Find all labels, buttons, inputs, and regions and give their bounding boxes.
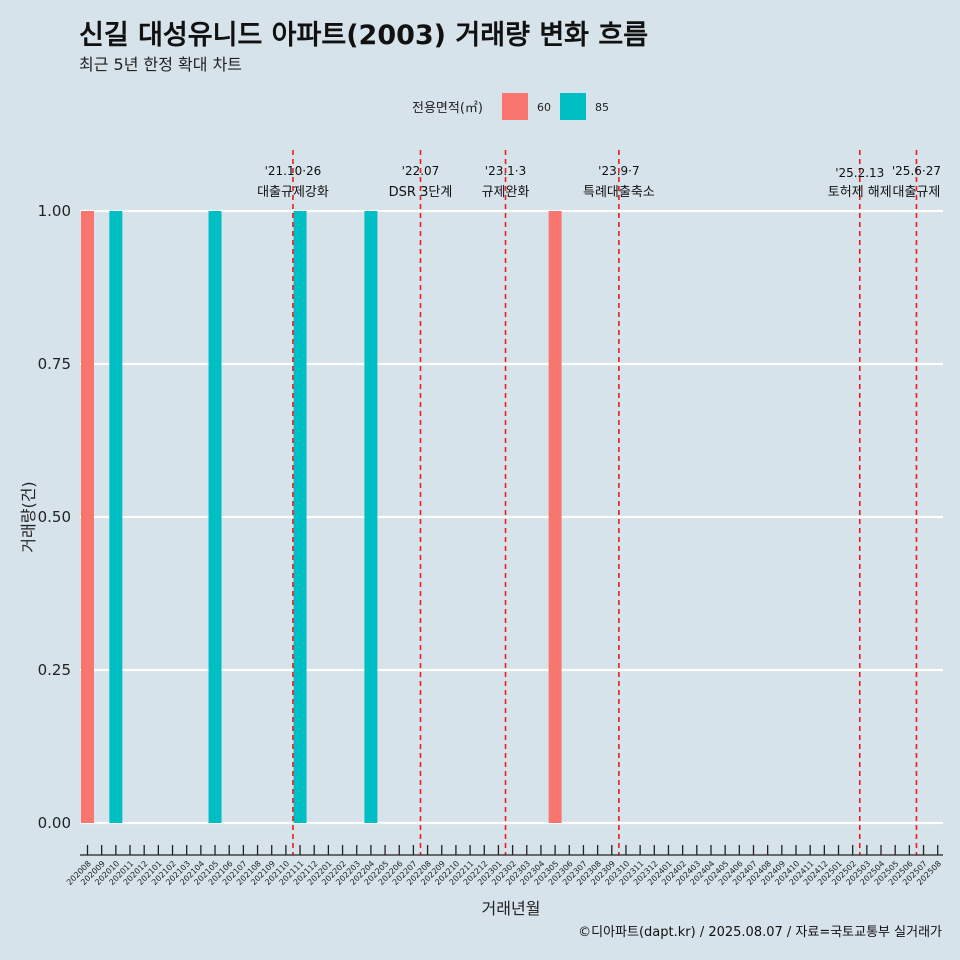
event-date-label: '22.07 xyxy=(402,164,440,178)
event-date-label: '21.10·26 xyxy=(265,164,322,178)
bar-60-202305 xyxy=(548,211,562,823)
x-axis: 2020082020092020102020112020122021012021… xyxy=(65,845,943,887)
event-desc-label: 대출규제강화 xyxy=(257,185,329,200)
chart-title: 신길 대성유니드 아파트(2003) 거래량 변화 흐름 xyxy=(79,20,648,51)
event-desc-label: 특례대출축소 xyxy=(583,185,655,200)
bar-85-202105 xyxy=(208,211,222,823)
event-desc-label: 규제완화 xyxy=(482,185,530,200)
bar-85-202010 xyxy=(109,211,123,823)
y-tick-label: 0.75 xyxy=(38,355,71,373)
event-desc-label: DSR 3단계 xyxy=(389,185,453,200)
bars xyxy=(81,211,562,823)
event-date-label: '23.1·3 xyxy=(485,164,526,178)
legend-swatch-60 xyxy=(502,93,528,120)
event-desc-label: 토허제 해제 xyxy=(828,185,892,200)
y-axis-title: 거래량(건) xyxy=(19,481,38,552)
y-axis-ticks: 0.00 0.25 0.50 0.75 1.00 xyxy=(38,202,71,832)
event-desc-label: 대출규제 xyxy=(893,185,941,200)
legend-label-85: 85 xyxy=(595,101,609,114)
legend: 전용면적(㎡) 60 85 xyxy=(412,93,609,120)
legend-title: 전용면적(㎡) xyxy=(412,101,483,116)
bar-60-202008 xyxy=(81,211,94,823)
y-tick-label: 0.50 xyxy=(38,508,71,526)
event-date-label: '25.6·27 xyxy=(892,164,941,178)
x-axis-title: 거래년월 xyxy=(482,899,541,918)
event-date-label: '23.9·7 xyxy=(598,164,639,178)
y-tick-label: 0.25 xyxy=(38,661,71,679)
y-tick-label: 1.00 xyxy=(38,202,71,220)
legend-label-60: 60 xyxy=(537,101,551,114)
legend-swatch-85 xyxy=(560,93,586,120)
event-date-label: '25.2.13 xyxy=(835,166,884,180)
bar-85-202111 xyxy=(293,211,307,823)
y-tick-label: 0.00 xyxy=(38,814,71,832)
gridlines xyxy=(80,209,943,825)
bar-85-202204 xyxy=(364,211,378,823)
event-lines: '21.10·26 대출규제강화 '22.07 DSR 3단계 '23.1·3 규제완화 '… xyxy=(257,150,941,855)
source-caption: ©디아파트(dapt.kr) / 2025.08.07 / 자료=국토교통부 실… xyxy=(578,925,942,940)
chart-subtitle: 최근 5년 한정 확대 차트 xyxy=(79,55,242,74)
